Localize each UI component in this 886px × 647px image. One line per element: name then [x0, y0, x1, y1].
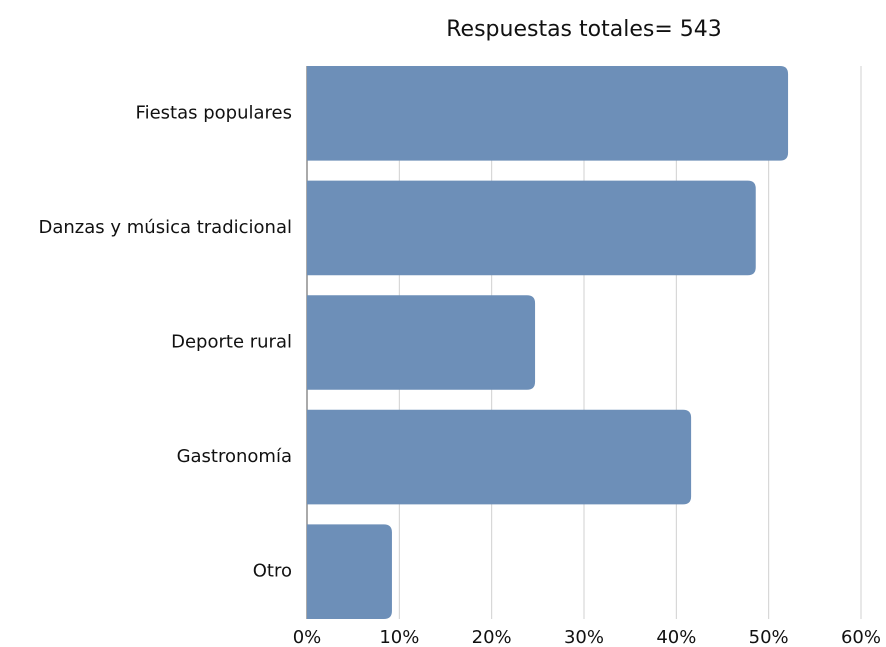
x-tick-label: 50% [749, 627, 789, 647]
x-tick-label: 10% [379, 627, 419, 647]
x-tick-label: 40% [656, 627, 696, 647]
x-tick-label: 60% [841, 627, 881, 647]
bar [307, 409, 692, 505]
bar [307, 524, 392, 619]
bar [307, 66, 789, 161]
x-tick-label: 20% [472, 627, 512, 647]
bar [307, 295, 536, 390]
y-tick-label: Fiestas populares [136, 102, 292, 123]
y-tick-label: Otro [253, 561, 292, 582]
x-tick-label: 0% [293, 627, 322, 647]
y-tick-label: Gastronomía [177, 446, 292, 467]
x-tick-label: 30% [564, 627, 604, 647]
chart-title: Respuestas totales= 543 [446, 17, 721, 42]
y-tick-label: Danzas y música tradicional [39, 217, 293, 238]
bar [307, 180, 756, 276]
y-tick-label: Deporte rural [171, 332, 292, 353]
